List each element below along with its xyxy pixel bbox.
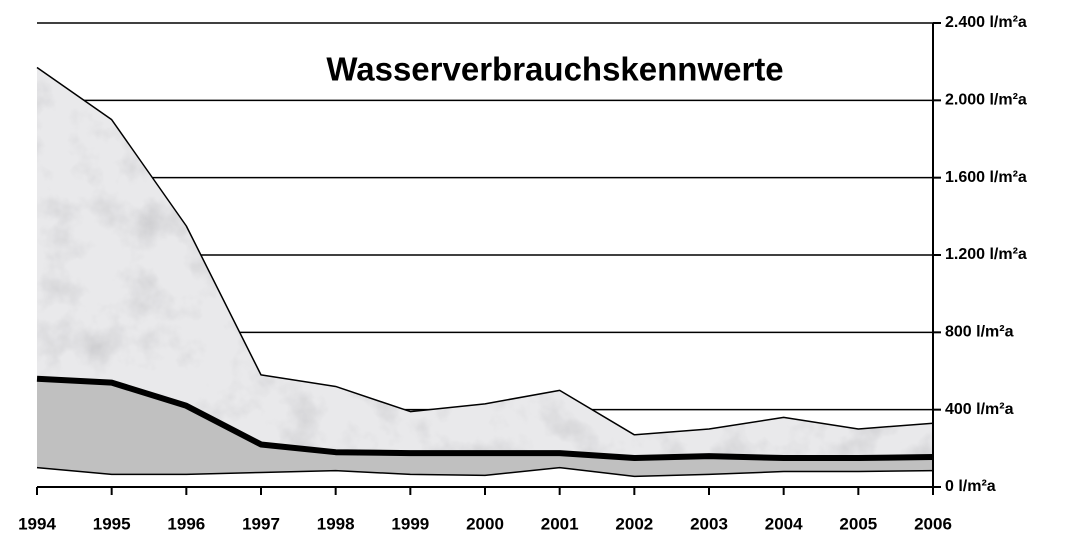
x-tick-label: 1999	[391, 514, 429, 533]
x-tick-label: 1996	[167, 514, 205, 533]
axes: 0 l/m²a 400 l/m²a 800 l/m²a 1.200 l/m²a 1.60…	[18, 14, 1027, 533]
y-tick-label: 1.600 l/m²a	[945, 169, 1027, 186]
y-tick-label: 400 l/m²a	[945, 401, 1014, 418]
x-tick-label: 2006	[914, 514, 952, 533]
x-tick-label: 2002	[615, 514, 653, 533]
x-tick-label: 1997	[242, 514, 280, 533]
x-tick-label: 1994	[18, 514, 56, 533]
area	[37, 378, 933, 487]
y-tick-label: 0 l/m²a	[945, 478, 996, 495]
y-tick-label: 1.200 l/m²a	[945, 246, 1027, 263]
x-tick-label: 2000	[466, 514, 504, 533]
y-tick-label: 800 l/m²a	[945, 324, 1014, 341]
y-tick-label: 2.000 l/m²a	[945, 92, 1027, 109]
chart-title: Wasserverbrauchskennwerte	[326, 51, 783, 88]
x-tick-label: 2001	[541, 514, 579, 533]
areas	[36, 66, 934, 487]
area	[37, 67, 933, 487]
x-tick-label: 2003	[690, 514, 728, 533]
x-tick-label: 1995	[93, 514, 131, 533]
area-line	[36, 466, 934, 478]
area-line	[36, 66, 934, 436]
x-tick-label: 2004	[765, 514, 803, 533]
y-tick-label: 2.400 l/m²a	[945, 14, 1027, 31]
x-tick-label: 2005	[839, 514, 877, 533]
x-tick-label: 1998	[317, 514, 355, 533]
area-line	[36, 375, 934, 461]
